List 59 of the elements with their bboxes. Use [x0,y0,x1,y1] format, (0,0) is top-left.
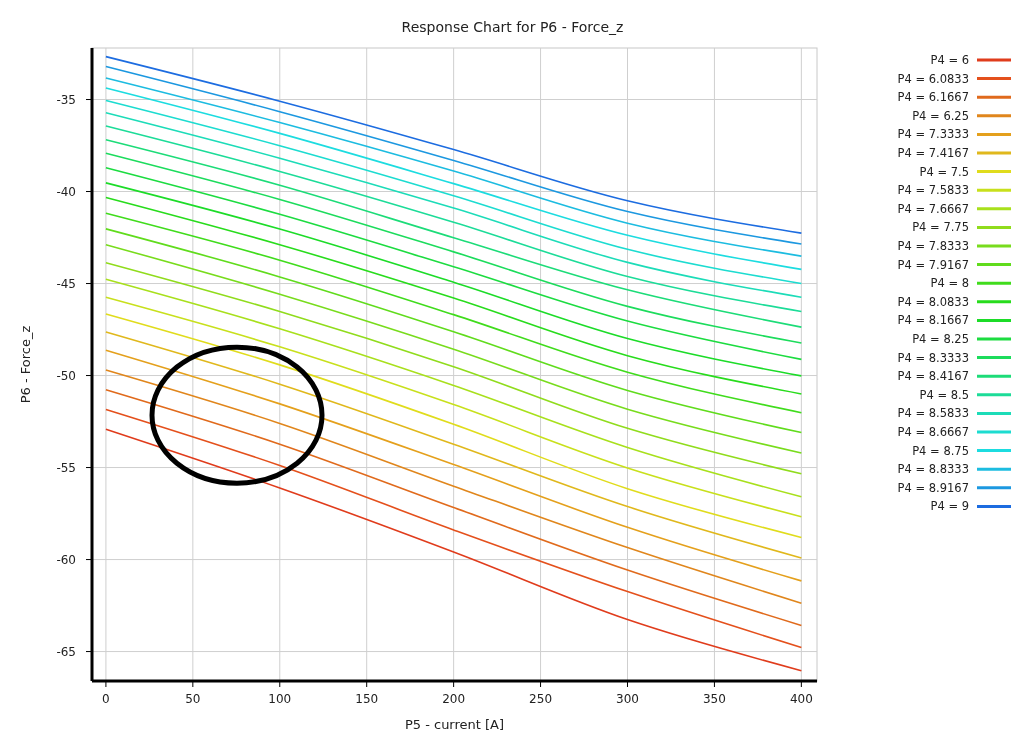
line-series [105,388,803,627]
x-tick-label: 350 [702,692,726,706]
legend-label: P4 = 8.9167 [897,480,969,495]
legend-label: P4 = 9 [930,499,969,514]
line-series [105,313,803,539]
legend-label: P4 = 6.0833 [897,71,969,86]
legend-label: P4 = 6 [930,53,969,68]
legend-label: P4 = 7.4167 [897,146,969,161]
legend-label: P4 = 6.1667 [897,90,969,105]
line-series [105,296,803,518]
legend-label: P4 = 8.5833 [897,406,969,421]
legend-label: P4 = 7.9167 [897,257,969,272]
x-tick-label: 50 [185,692,201,706]
x-tick-label: 250 [529,692,553,706]
legend-label: P4 = 8.4167 [897,369,969,384]
line-series [105,278,803,498]
x-tick-label: 150 [355,692,379,706]
x-tick-label: 100 [268,692,292,706]
legend-label: P4 = 8.1667 [897,313,969,328]
legend-label: P4 = 7.5 [919,164,969,179]
legend-label: P4 = 7.3333 [897,127,969,142]
line-series [105,182,803,377]
y-tick-label: -60 [56,552,76,567]
line-series [105,428,803,672]
x-tick-label: 300 [616,692,639,706]
y-axis-title: P6 - Force_z [18,325,33,404]
legend-label: P4 = 8 [930,276,969,291]
y-tick-label: -40 [56,184,76,199]
y-tick-label: -45 [56,276,76,291]
line-series [105,349,803,582]
legend-label: P4 = 8.25 [912,332,969,347]
line-series [105,243,803,454]
chart-title: Response Chart for P6 - Force_z [401,19,624,35]
line-series [105,331,803,559]
x-tick-label: 200 [442,692,466,706]
legend-label: P4 = 7.5833 [897,183,969,198]
legend-label: P4 = 7.8333 [897,239,969,254]
line-series [105,369,803,604]
line-series [105,196,803,395]
legend-label: P4 = 6.25 [912,108,969,123]
legend-label: P4 = 8.75 [912,443,969,458]
y-tick-label: -55 [56,460,76,475]
legend-label: P4 = 8.0833 [897,294,969,309]
line-series [105,212,803,414]
x-axis-title: P5 - current [A] [404,717,505,732]
y-tick-label: -65 [56,644,76,659]
legend-label: P4 = 7.75 [912,220,969,235]
line-series [105,228,803,434]
legend-label: P4 = 8.5 [919,387,969,402]
legend-label: P4 = 8.3333 [897,350,969,365]
line-series [105,261,803,475]
legend-label: P4 = 8.6667 [897,425,969,440]
y-tick-label: -35 [56,92,76,107]
line-series [105,408,803,649]
y-tick-label: -50 [56,368,76,383]
x-tick-label: 400 [789,692,813,706]
legend-label: P4 = 7.6667 [897,201,969,216]
x-tick-label: 0 [102,692,110,706]
legend-label: P4 = 8.8333 [897,462,969,477]
